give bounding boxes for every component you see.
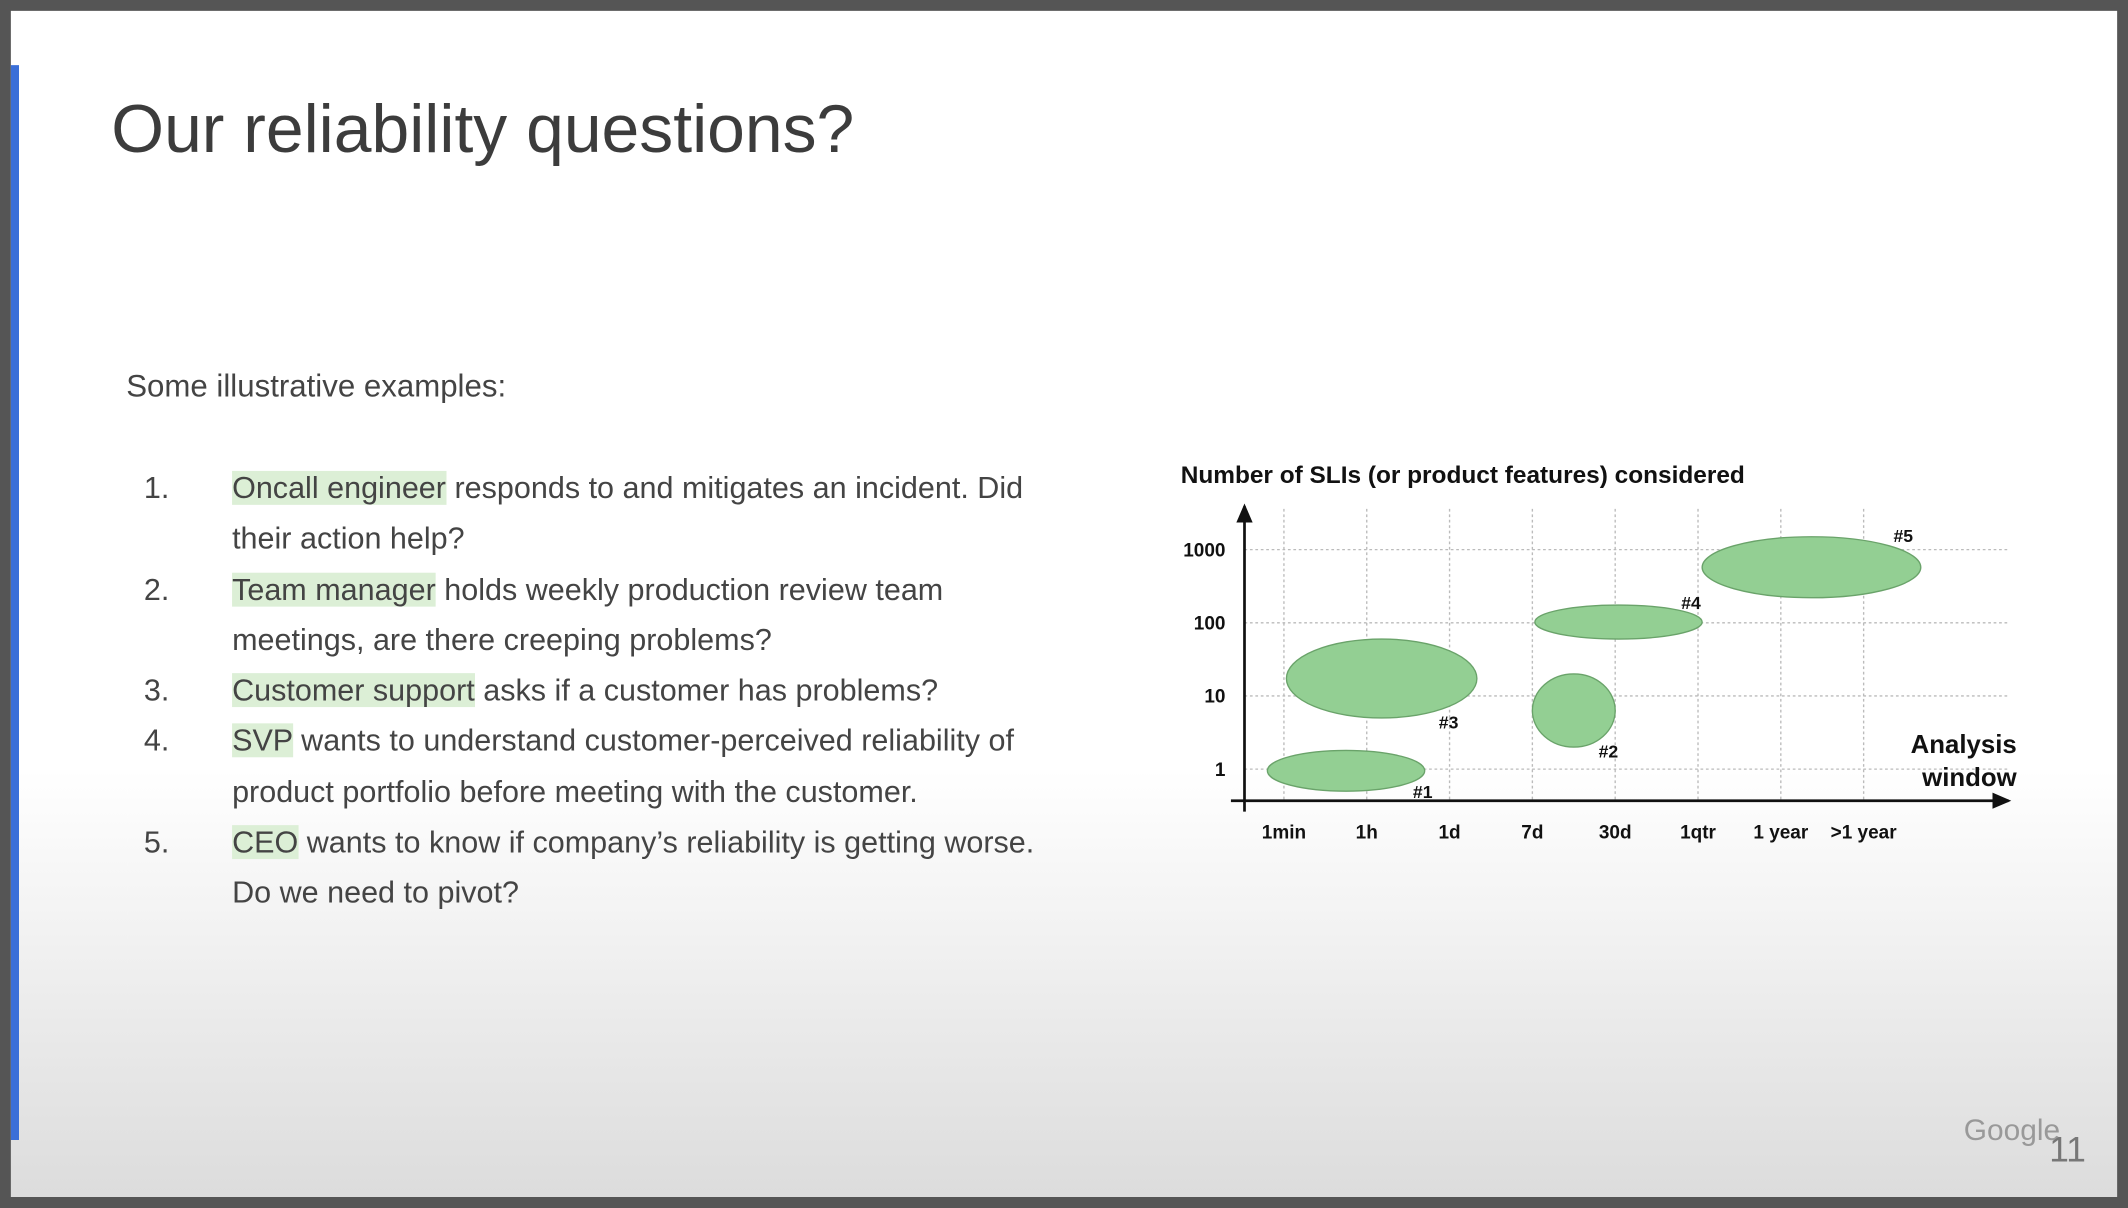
item-number: 2. — [143, 572, 170, 607]
item-role: Oncall engineer — [232, 470, 446, 505]
x-tick-label: 30d — [1599, 823, 1632, 844]
item-number: 5. — [143, 825, 170, 860]
bubble — [1531, 673, 1616, 748]
logo: Google — [1963, 1112, 2061, 1147]
item-body: Customer support asks if a customer has … — [232, 665, 1046, 716]
bubble-label: #1 — [1413, 782, 1433, 802]
example-list: 1. Oncall engineer responds to and mitiga… — [144, 463, 1067, 919]
item-body: Oncall engineer responds to and mitigate… — [232, 463, 1046, 564]
y-tick-label: 1 — [1215, 760, 1226, 781]
item-role: Customer support — [232, 673, 475, 708]
x-axis-label: Analysis window — [1910, 731, 2017, 793]
x-tick-label: >1 year — [1831, 823, 1898, 844]
x-tick-label: 7d — [1521, 823, 1543, 844]
bubble — [1534, 604, 1703, 640]
list-item: 1. Oncall engineer responds to and mitiga… — [144, 463, 1067, 564]
list-item: 3. Customer support asks if a customer ha… — [144, 665, 1067, 716]
y-tick-label: 100 — [1194, 614, 1226, 635]
list-item: 4. SVP wants to understand customer-perce… — [144, 716, 1067, 817]
slide-title: Our reliability questions? — [111, 90, 855, 167]
accent-bar — [10, 65, 19, 1140]
item-number: 3. — [143, 673, 170, 708]
bubble — [1701, 536, 1922, 599]
item-text: holds weekly production review team meet… — [232, 572, 944, 657]
bubble-label: #2 — [1599, 742, 1619, 762]
chart-title: Number of SLIs (or product features) con… — [1181, 462, 1745, 489]
list-item: 5. CEO wants to know if company’s reliabi… — [144, 817, 1067, 918]
page-number: 11 — [2049, 1129, 2086, 1170]
bubble — [1266, 749, 1426, 792]
item-number: 1. — [143, 470, 170, 505]
item-role: SVP — [232, 724, 293, 758]
x-tick-label: 1d — [1438, 823, 1460, 844]
item-role: CEO — [232, 825, 299, 860]
list-item: 2. Team manager holds weekly production r… — [144, 564, 1067, 665]
intro: Some illustrative examples: — [126, 367, 507, 404]
bubble — [1285, 638, 1478, 719]
item-text: wants to understand customer-perceived r… — [232, 724, 1014, 809]
item-body: SVP wants to understand customer-perceiv… — [232, 716, 1046, 817]
item-text: wants to know if company’s reliability i… — [232, 825, 1035, 910]
item-text: asks if a customer has problems? — [483, 673, 939, 708]
item-number: 4. — [143, 724, 170, 758]
bubble-label: #4 — [1681, 593, 1701, 613]
y-tick-label: 10 — [1204, 687, 1225, 708]
bubble-label: #3 — [1439, 713, 1459, 733]
x-tick-label: 1 year — [1753, 823, 1809, 844]
x-tick-label: 1qtr — [1680, 823, 1716, 844]
item-body: CEO wants to know if company’s reliabili… — [232, 817, 1046, 918]
bubble-label: #5 — [1893, 526, 1913, 546]
x-tick-label: 1h — [1356, 823, 1378, 844]
item-role: Team manager — [232, 572, 436, 607]
item-text: responds to and mitigates an incident. D… — [232, 470, 1024, 556]
x-tick-label: 1min — [1262, 823, 1306, 844]
item-body: Team manager holds weekly production rev… — [232, 564, 1046, 665]
y-tick-label: 1000 — [1183, 540, 1225, 561]
